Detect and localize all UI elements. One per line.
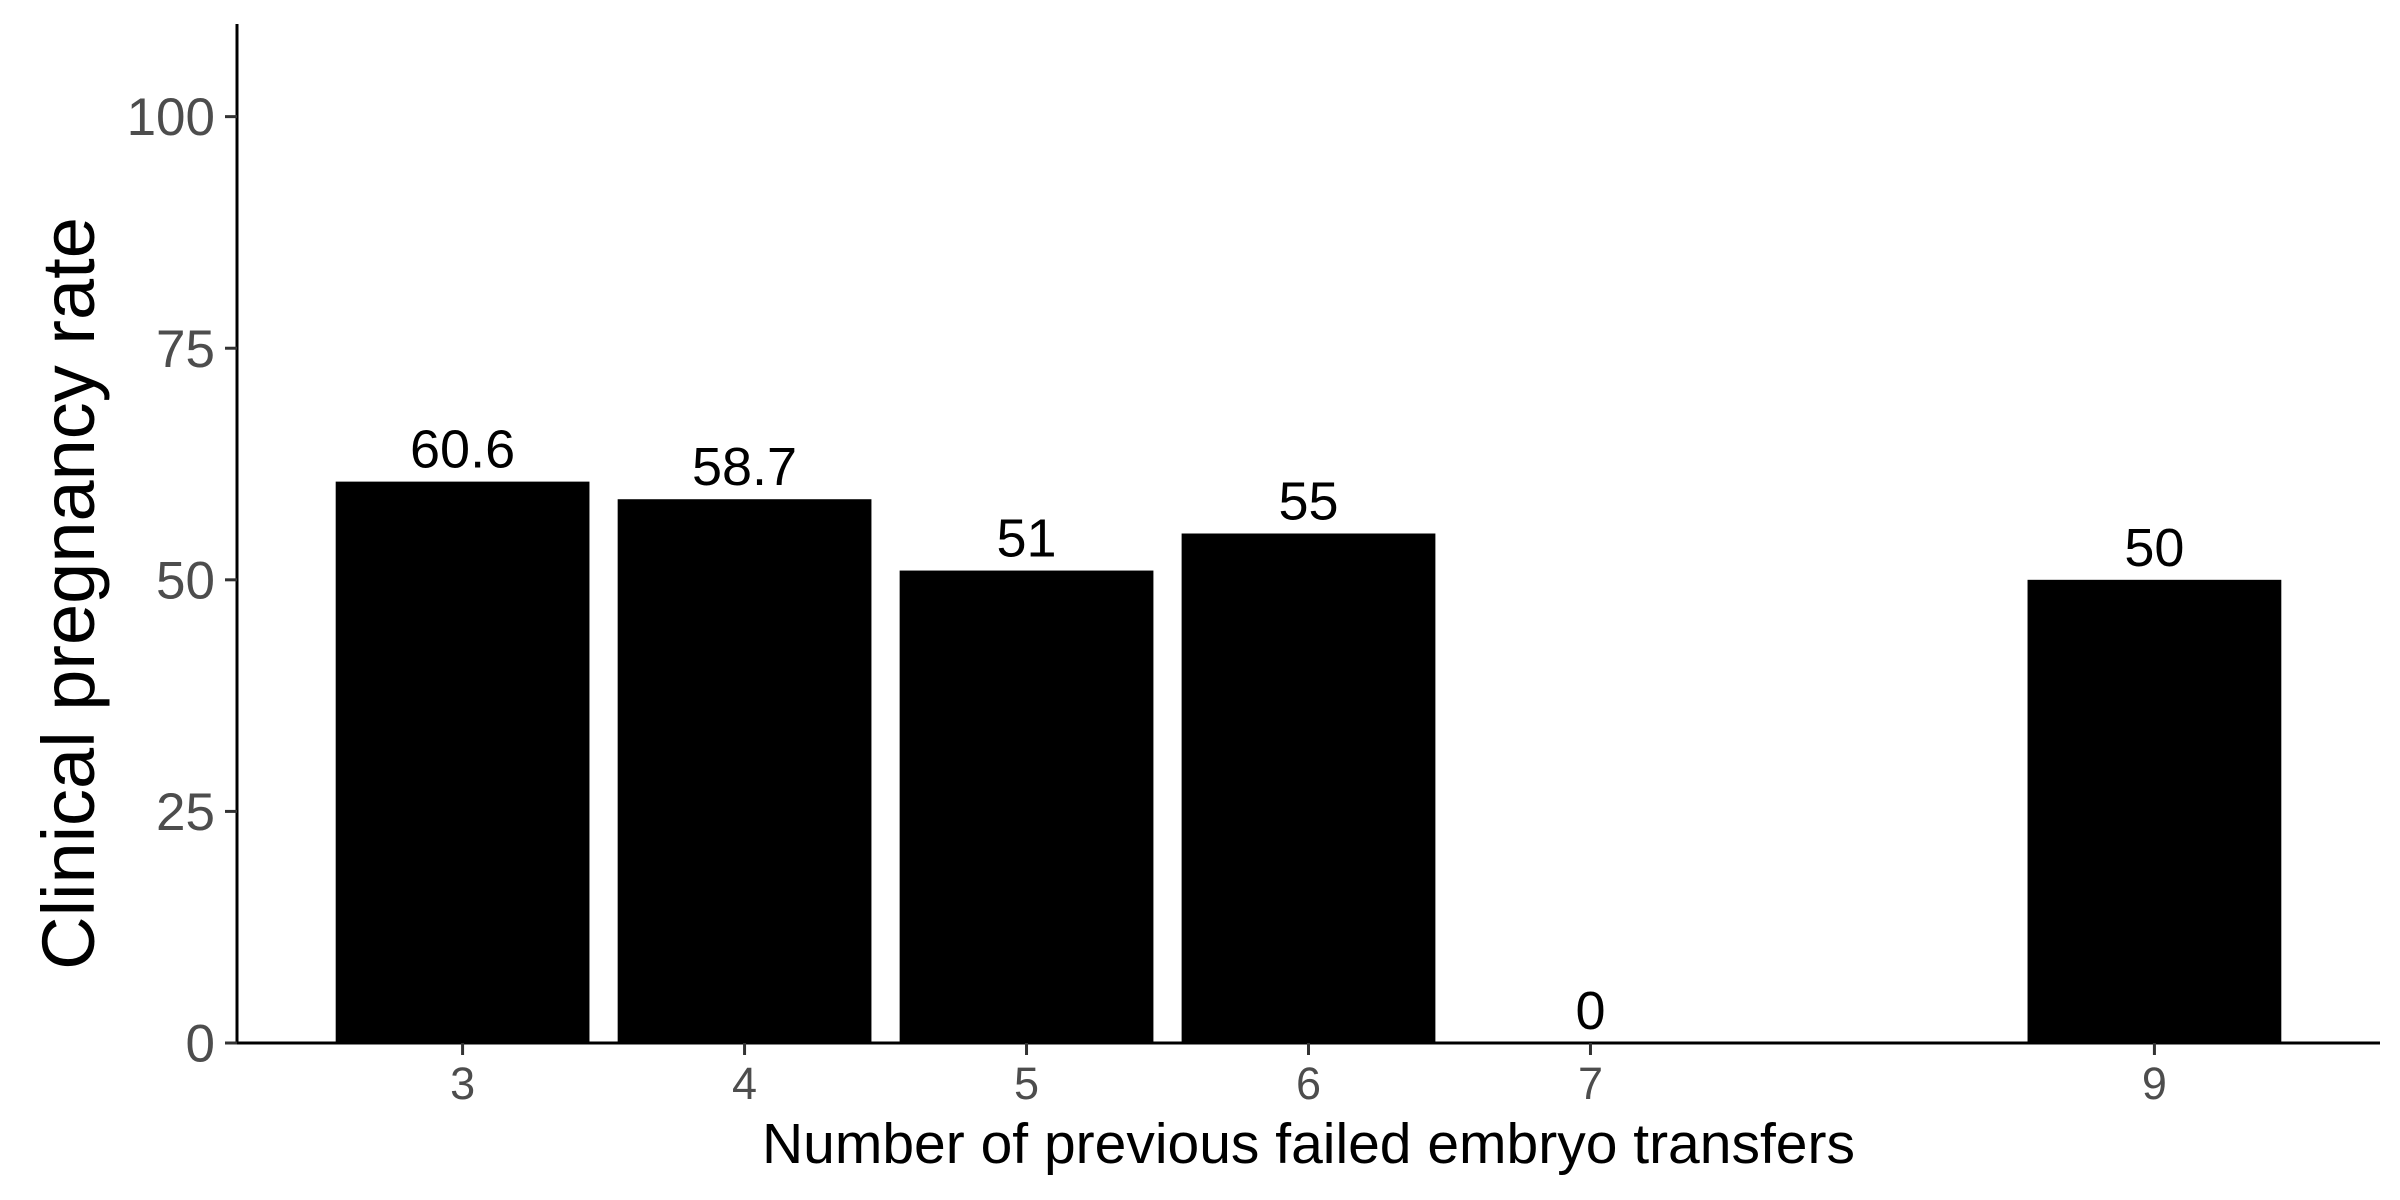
x-tick-label-4: 4 bbox=[732, 1058, 757, 1109]
data-label-7: 0 bbox=[1575, 981, 1605, 1041]
y-tick-label-100: 100 bbox=[127, 88, 215, 147]
bar-4 bbox=[617, 499, 872, 1043]
data-label-6: 55 bbox=[1278, 472, 1338, 532]
x-tick-label-3: 3 bbox=[450, 1058, 475, 1109]
data-label-5: 51 bbox=[996, 509, 1056, 569]
x-tick-label-9: 9 bbox=[2142, 1058, 2167, 1109]
bar-9 bbox=[2027, 579, 2282, 1043]
y-tick-label-50: 50 bbox=[156, 551, 215, 610]
data-labels-group: 60.6 58.7 51 55 0 50 bbox=[410, 420, 2184, 1041]
y-axis-ticks: 0 25 50 75 100 bbox=[127, 88, 237, 1074]
x-axis-title: Number of previous failed embryo transfe… bbox=[762, 1112, 1855, 1176]
bar-3 bbox=[335, 481, 590, 1043]
data-label-4: 58.7 bbox=[692, 437, 797, 497]
bars-group bbox=[335, 481, 2282, 1043]
bar-5 bbox=[899, 570, 1154, 1043]
y-tick-label-75: 75 bbox=[156, 320, 215, 379]
data-label-9: 50 bbox=[2124, 518, 2184, 578]
x-axis-ticks: 3 4 5 6 7 9 bbox=[450, 1043, 2167, 1109]
x-tick-label-7: 7 bbox=[1578, 1058, 1603, 1109]
bar-6 bbox=[1181, 533, 1436, 1043]
x-tick-label-5: 5 bbox=[1014, 1058, 1039, 1109]
data-label-3: 60.6 bbox=[410, 420, 515, 480]
y-axis-title: Clinical pregnancy rate bbox=[27, 217, 110, 970]
y-tick-label-0: 0 bbox=[186, 1015, 215, 1074]
x-tick-label-6: 6 bbox=[1296, 1058, 1321, 1109]
y-tick-label-25: 25 bbox=[156, 783, 215, 842]
